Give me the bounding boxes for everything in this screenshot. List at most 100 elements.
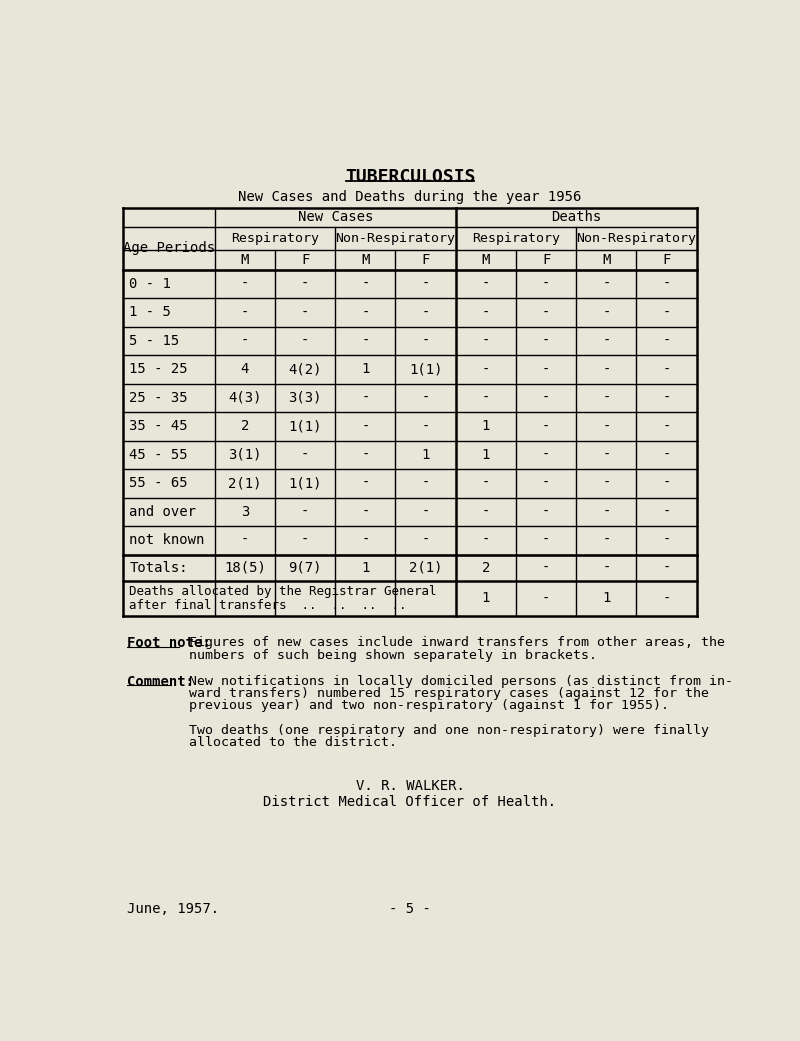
- Text: -: -: [241, 305, 249, 320]
- Text: 2: 2: [482, 561, 490, 575]
- Text: F: F: [422, 253, 430, 266]
- Text: -: -: [422, 305, 430, 320]
- Text: F: F: [542, 253, 550, 266]
- Text: Totals:: Totals:: [130, 561, 188, 575]
- Text: and over: and over: [130, 505, 197, 518]
- Text: -: -: [361, 448, 370, 462]
- Text: -: -: [482, 277, 490, 290]
- Text: Comment:: Comment:: [127, 675, 194, 689]
- Text: not known: not known: [130, 533, 205, 548]
- Text: 2(1): 2(1): [409, 561, 442, 575]
- Text: 5 - 15: 5 - 15: [130, 334, 180, 348]
- Text: -: -: [361, 390, 370, 405]
- Text: -: -: [542, 448, 550, 462]
- Text: Two deaths (one respiratory and one non-respiratory) were finally: Two deaths (one respiratory and one non-…: [189, 723, 709, 737]
- Text: -: -: [662, 334, 671, 348]
- Text: 1: 1: [602, 591, 610, 606]
- Text: 4(3): 4(3): [228, 390, 262, 405]
- Text: ward transfers) numbered 15 respiratory cases (against 12 for the: ward transfers) numbered 15 respiratory …: [189, 687, 709, 700]
- Text: Non-Respiratory: Non-Respiratory: [577, 231, 697, 245]
- Text: -: -: [542, 390, 550, 405]
- Text: -: -: [422, 390, 430, 405]
- Text: -: -: [662, 305, 671, 320]
- Text: -: -: [241, 334, 249, 348]
- Text: -: -: [662, 420, 671, 433]
- Text: 55 - 65: 55 - 65: [130, 477, 188, 490]
- Text: -: -: [361, 334, 370, 348]
- Text: M: M: [482, 253, 490, 266]
- Text: -: -: [422, 334, 430, 348]
- Text: -: -: [542, 420, 550, 433]
- Text: -: -: [602, 334, 610, 348]
- Text: June, 1957.: June, 1957.: [127, 902, 219, 916]
- Text: -: -: [542, 505, 550, 518]
- Text: -: -: [301, 334, 310, 348]
- Text: after final transfers  ..  ..  ..  ..: after final transfers .. .. .. ..: [130, 599, 407, 612]
- Text: -: -: [662, 390, 671, 405]
- Text: -: -: [542, 591, 550, 606]
- Text: 9(7): 9(7): [288, 561, 322, 575]
- Text: Foot note:: Foot note:: [127, 636, 211, 651]
- Text: -: -: [662, 591, 671, 606]
- Text: 25 - 35: 25 - 35: [130, 390, 188, 405]
- Text: -: -: [602, 362, 610, 377]
- Text: -: -: [542, 533, 550, 548]
- Text: allocated to the district.: allocated to the district.: [189, 736, 397, 750]
- Text: -: -: [301, 533, 310, 548]
- Text: -: -: [542, 477, 550, 490]
- Text: previous year) and two non-respiratory (against 1 for 1955).: previous year) and two non-respiratory (…: [189, 700, 669, 712]
- Text: 3: 3: [241, 505, 249, 518]
- Text: -: -: [482, 362, 490, 377]
- Text: M: M: [241, 253, 249, 266]
- Text: -: -: [361, 277, 370, 290]
- Text: 1(1): 1(1): [288, 477, 322, 490]
- Text: F: F: [301, 253, 310, 266]
- Text: -: -: [602, 420, 610, 433]
- Text: -: -: [602, 505, 610, 518]
- Text: 1: 1: [482, 448, 490, 462]
- Text: -: -: [542, 305, 550, 320]
- Text: 1 - 5: 1 - 5: [130, 305, 171, 320]
- Text: -: -: [542, 277, 550, 290]
- Text: -: -: [602, 561, 610, 575]
- Text: M: M: [361, 253, 370, 266]
- Text: -: -: [482, 477, 490, 490]
- Text: 18(5): 18(5): [224, 561, 266, 575]
- Text: V. R. WALKER.: V. R. WALKER.: [355, 780, 465, 793]
- Text: -: -: [301, 448, 310, 462]
- Text: New Cases: New Cases: [298, 210, 373, 224]
- Text: numbers of such being shown separately in brackets.: numbers of such being shown separately i…: [189, 649, 597, 661]
- Text: -: -: [662, 448, 671, 462]
- Text: -: -: [301, 277, 310, 290]
- Text: -: -: [542, 334, 550, 348]
- Text: -: -: [542, 561, 550, 575]
- Text: -: -: [602, 448, 610, 462]
- Text: 3(3): 3(3): [288, 390, 322, 405]
- Text: -: -: [482, 533, 490, 548]
- Text: New Cases and Deaths during the year 1956: New Cases and Deaths during the year 195…: [238, 189, 582, 204]
- Text: -: -: [482, 390, 490, 405]
- Text: -: -: [361, 477, 370, 490]
- Text: 15 - 25: 15 - 25: [130, 362, 188, 377]
- Text: 1: 1: [422, 448, 430, 462]
- Text: -: -: [241, 533, 249, 548]
- Text: -: -: [301, 305, 310, 320]
- Text: -: -: [662, 561, 671, 575]
- Text: -: -: [662, 505, 671, 518]
- Text: -: -: [662, 477, 671, 490]
- Text: -: -: [602, 390, 610, 405]
- Text: - 5 -: - 5 -: [389, 902, 431, 916]
- Text: -: -: [422, 533, 430, 548]
- Text: 1: 1: [361, 362, 370, 377]
- Text: 1(1): 1(1): [288, 420, 322, 433]
- Text: District Medical Officer of Health.: District Medical Officer of Health.: [263, 795, 557, 809]
- Text: -: -: [422, 477, 430, 490]
- Text: Figures of new cases include inward transfers from other areas, the: Figures of new cases include inward tran…: [189, 636, 725, 650]
- Text: -: -: [602, 533, 610, 548]
- Text: 1: 1: [482, 591, 490, 606]
- Text: -: -: [482, 334, 490, 348]
- Text: -: -: [361, 533, 370, 548]
- Text: 2: 2: [241, 420, 249, 433]
- Text: 2(1): 2(1): [228, 477, 262, 490]
- Text: -: -: [361, 505, 370, 518]
